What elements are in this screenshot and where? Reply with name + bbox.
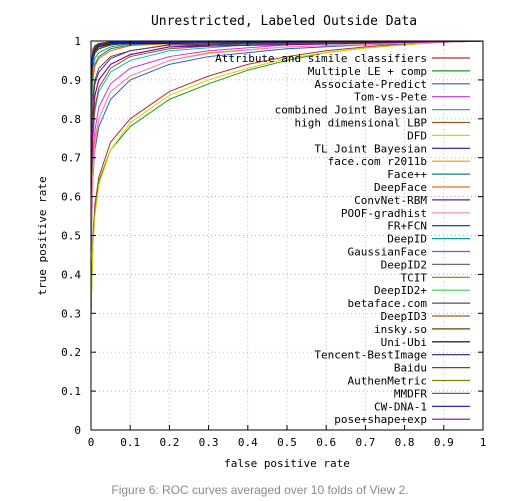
y-axis-label: true positive rate — [36, 176, 49, 295]
legend: Attribute and simile classifiersMultiple… — [215, 52, 470, 426]
x-tick-label: 0.6 — [316, 436, 336, 449]
legend-label: MMDFR — [394, 387, 427, 400]
x-tick-label: 0.5 — [277, 436, 297, 449]
y-axis-ticks: 0 0.1 0.2 0.3 0.4 0.5 0.6 0.7 0.8 0.9 1 — [61, 35, 483, 437]
y-tick-label: 0.1 — [61, 385, 81, 398]
x-axis-ticks: 0 0.1 0.2 0.3 0.4 0.5 0.6 0.7 0.8 0.9 1 — [88, 41, 487, 449]
legend-label: DeepID2 — [381, 258, 427, 271]
legend-label: Uni-Ubi — [381, 336, 427, 349]
x-tick-label: 0.4 — [238, 436, 258, 449]
x-tick-label: 0 — [88, 436, 95, 449]
legend-label: GaussianFace — [348, 246, 427, 259]
legend-label: Tencent-BestImage — [314, 349, 427, 362]
legend-label: DFD — [407, 129, 427, 142]
legend-label: TCIT — [401, 271, 428, 284]
legend-label: FR+FCN — [387, 220, 427, 233]
legend-label: pose+shape+exp — [334, 413, 427, 426]
legend-label: DeepID3 — [381, 310, 427, 323]
legend-label: AuthenMetric — [348, 375, 427, 388]
y-tick-label: 0 — [74, 424, 81, 437]
legend-label: ConvNet-RBM — [354, 194, 427, 207]
legend-label: Attribute and simile classifiers — [215, 52, 427, 65]
legend-label: Tom-vs-Pete — [354, 91, 427, 104]
y-tick-label: 0.6 — [61, 191, 81, 204]
roc-curve-dfd — [90, 40, 484, 314]
legend-label: combined Joint Bayesian — [275, 104, 427, 117]
roc-curve-betaface-com — [90, 40, 484, 158]
x-tick-label: 1 — [480, 436, 487, 449]
y-tick-label: 0.8 — [61, 113, 81, 126]
legend-label: TL Joint Bayesian — [314, 142, 427, 155]
x-axis-label: false positive rate — [224, 457, 350, 470]
roc-curve-pose-shape-exp — [90, 40, 484, 197]
x-tick-label: 0.7 — [355, 436, 375, 449]
legend-label: insky.so — [374, 323, 427, 336]
y-tick-label: 1 — [74, 35, 81, 48]
x-tick-label: 0.8 — [395, 436, 415, 449]
roc-curve-poof-gradhist — [90, 40, 484, 255]
roc-curve-baidu — [90, 40, 484, 69]
legend-label: high dimensional LBP — [295, 117, 428, 130]
chart-title: Unrestricted, Labeled Outside Data — [151, 14, 417, 29]
legend-label: POOF-gradhist — [341, 207, 427, 220]
x-tick-label: 0.1 — [120, 436, 140, 449]
y-tick-label: 0.3 — [61, 307, 81, 320]
roc-curve-cw-dna-1 — [90, 40, 484, 80]
legend-label: Baidu — [394, 362, 427, 375]
roc-curve-attribute-and-simile-classifiers — [90, 40, 484, 314]
legend-label: Associate-Predict — [314, 78, 427, 91]
legend-label: betaface.com — [348, 297, 428, 310]
y-tick-label: 0.9 — [61, 74, 81, 87]
legend-label: Multiple LE + comp — [308, 65, 427, 78]
legend-label: DeepID — [387, 233, 427, 246]
y-tick-label: 0.7 — [61, 152, 81, 165]
legend-label: DeepFace — [374, 181, 427, 194]
x-tick-label: 0.3 — [199, 436, 219, 449]
legend-label: face.com r2011b — [328, 155, 427, 168]
legend-label: Face++ — [387, 168, 427, 181]
grid-lines — [91, 41, 483, 430]
y-tick-label: 0.2 — [61, 346, 81, 359]
figure-caption: Figure 6: ROC curves averaged over 10 fo… — [111, 483, 408, 497]
legend-label: CW-DNA-1 — [374, 400, 427, 413]
roc-curve-tom-vs-pete — [90, 40, 484, 236]
legend-label: DeepID2+ — [374, 284, 427, 297]
x-tick-label: 0.9 — [434, 436, 454, 449]
y-tick-label: 0.4 — [61, 268, 81, 281]
x-tick-label: 0.2 — [159, 436, 179, 449]
y-tick-label: 0.5 — [61, 230, 81, 243]
